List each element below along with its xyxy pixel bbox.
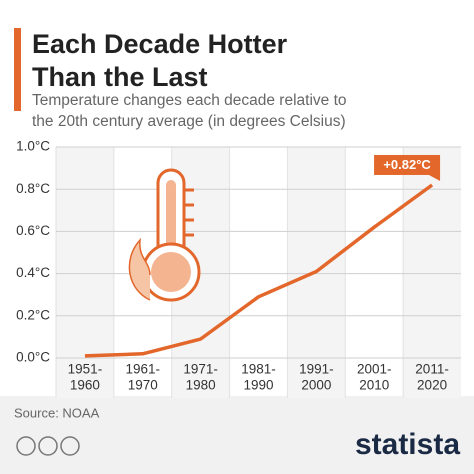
column-band	[56, 147, 114, 398]
x-tick-label: 1981-	[241, 362, 276, 377]
x-tick-label: 1971-	[183, 362, 218, 377]
y-tick-label: 0.8°C	[16, 181, 50, 196]
x-tick-label: 1960	[70, 378, 100, 393]
y-tick-label: 0.4°C	[16, 265, 50, 280]
line-series	[84, 183, 434, 358]
value-label: +0.82°C	[383, 157, 431, 172]
x-tick-label: 2011-	[415, 362, 449, 377]
y-tick-label: 1.0°C	[16, 139, 50, 154]
x-tick-label: 2000	[301, 378, 331, 393]
title-accent	[14, 28, 21, 111]
x-tick-label: 2010	[359, 378, 389, 393]
x-tick-label: 1961-	[126, 362, 161, 377]
y-tick-label: 0.2°C	[16, 307, 50, 322]
thermometer-icon	[128, 168, 201, 302]
y-tick-label: 0.6°C	[16, 223, 50, 238]
column-band	[403, 147, 461, 398]
x-tick-label: 1990	[243, 378, 273, 393]
x-tick-label: 2001-	[357, 362, 392, 377]
brand-logo: statista	[355, 428, 460, 461]
chart-subtitle: the 20th century average (in degrees Cel…	[32, 113, 346, 130]
x-tick-label: 2020	[417, 378, 447, 393]
y-tick-label: 0.0°C	[16, 350, 50, 365]
value-label-pointer	[428, 174, 441, 181]
chart-subtitle: Temperature changes each decade relative…	[32, 92, 347, 109]
source: Source: NOAA	[14, 405, 100, 420]
footer-background	[0, 396, 474, 474]
license-icons	[16, 436, 80, 456]
x-tick-label: 1951-	[68, 362, 103, 377]
chart-title: Than the Last	[32, 62, 208, 92]
value-label-box	[374, 154, 441, 175]
x-tick-label: 1970	[128, 378, 158, 393]
x-tick-label: 1980	[186, 378, 216, 393]
chart-title: Each Decade Hotter	[32, 29, 288, 59]
x-tick-label: 1991-	[299, 362, 334, 377]
